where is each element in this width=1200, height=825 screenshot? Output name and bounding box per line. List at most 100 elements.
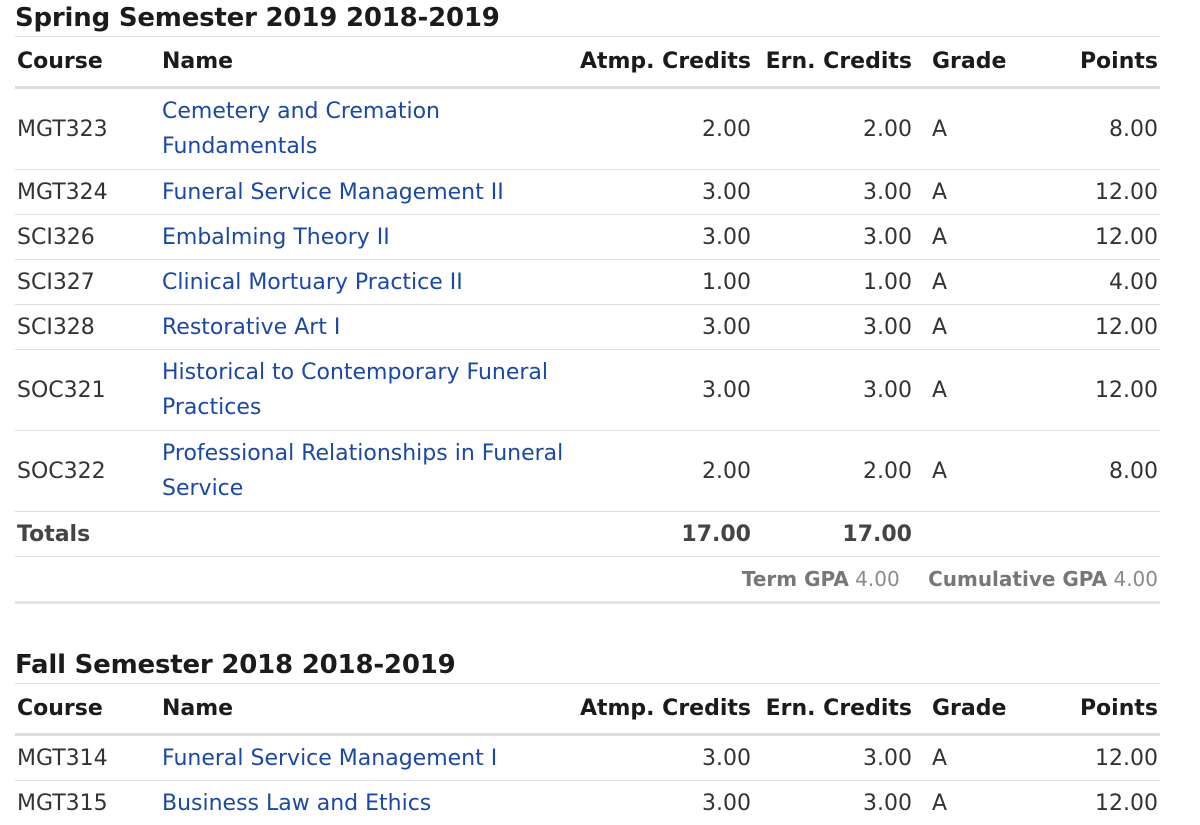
cumulative-gpa: Cumulative GPA 4.00 — [928, 567, 1158, 591]
table-row: MGT324 Funeral Service Management II 3.0… — [15, 170, 1160, 215]
grade: A — [914, 735, 1009, 781]
atmp-credits: 3.00 — [575, 305, 753, 350]
column-header-course: Course — [15, 684, 160, 735]
course-code: SOC322 — [15, 431, 160, 512]
term-gpa-value: 4.00 — [855, 567, 900, 591]
points: 12.00 — [1009, 305, 1160, 350]
course-name-cell: Funeral Service Management I — [160, 735, 575, 781]
grade: A — [914, 88, 1009, 170]
term-title: Fall Semester 2018 2018-2019 — [15, 647, 1160, 684]
course-code: SCI328 — [15, 305, 160, 350]
totals-empty — [160, 512, 575, 557]
table-row: SCI328 Restorative Art I 3.00 3.00 A 12.… — [15, 305, 1160, 350]
column-header-points: Points — [1009, 684, 1160, 735]
course-name-link[interactable]: Funeral Service Management I — [162, 746, 497, 771]
atmp-credits: 3.00 — [575, 215, 753, 260]
column-header-ern-credits: Ern. Credits — [753, 37, 914, 88]
ern-credits: 3.00 — [753, 735, 914, 781]
totals-empty — [914, 512, 1009, 557]
points: 12.00 — [1009, 170, 1160, 215]
cumulative-gpa-label: Cumulative GPA — [928, 567, 1107, 591]
atmp-credits: 3.00 — [575, 735, 753, 781]
ern-credits: 3.00 — [753, 350, 914, 431]
course-code: MGT315 — [15, 781, 160, 825]
course-name-link[interactable]: Embalming Theory II — [162, 225, 390, 250]
gpa-summary: Term GPA 4.00 Cumulative GPA 4.00 — [15, 557, 1160, 603]
course-name-link[interactable]: Professional Relationships in Funeral Se… — [162, 441, 563, 501]
course-name-link[interactable]: Restorative Art I — [162, 315, 340, 340]
course-name-cell: Cemetery and Cremation Fundamentals — [160, 88, 575, 170]
term-section-fall-2018: Fall Semester 2018 2018-2019 Course Name… — [15, 647, 1160, 825]
points: 8.00 — [1009, 88, 1160, 170]
grade: A — [914, 781, 1009, 825]
course-code: SCI326 — [15, 215, 160, 260]
ern-credits: 3.00 — [753, 170, 914, 215]
table-row: SOC321 Historical to Contemporary Funera… — [15, 350, 1160, 431]
cumulative-gpa-value: 4.00 — [1113, 567, 1158, 591]
course-name-cell: Historical to Contemporary Funeral Pract… — [160, 350, 575, 431]
term-gpa: Term GPA 4.00 — [742, 567, 900, 591]
totals-label: Totals — [15, 512, 160, 557]
course-name-cell: Business Law and Ethics — [160, 781, 575, 825]
course-code: SCI327 — [15, 260, 160, 305]
total-atmp-credits: 17.00 — [575, 512, 753, 557]
column-header-course: Course — [15, 37, 160, 88]
table-row: SCI327 Clinical Mortuary Practice II 1.0… — [15, 260, 1160, 305]
points: 12.00 — [1009, 781, 1160, 825]
column-header-grade: Grade — [914, 37, 1009, 88]
grade: A — [914, 260, 1009, 305]
course-name-cell: Funeral Service Management II — [160, 170, 575, 215]
column-header-ern-credits: Ern. Credits — [753, 684, 914, 735]
column-header-name: Name — [160, 37, 575, 88]
course-code: SOC321 — [15, 350, 160, 431]
grade: A — [914, 305, 1009, 350]
ern-credits: 2.00 — [753, 88, 914, 170]
totals-row: Totals 17.00 17.00 — [15, 512, 1160, 557]
term-section-spring-2019: Spring Semester 2019 2018-2019 Course Na… — [15, 0, 1160, 604]
points: 4.00 — [1009, 260, 1160, 305]
atmp-credits: 3.00 — [575, 170, 753, 215]
grade: A — [914, 215, 1009, 260]
course-name-cell: Clinical Mortuary Practice II — [160, 260, 575, 305]
course-name-cell: Restorative Art I — [160, 305, 575, 350]
atmp-credits: 2.00 — [575, 88, 753, 170]
course-name-link[interactable]: Business Law and Ethics — [162, 791, 431, 816]
ern-credits: 2.00 — [753, 431, 914, 512]
table-row: MGT314 Funeral Service Management I 3.00… — [15, 735, 1160, 781]
total-ern-credits: 17.00 — [753, 512, 914, 557]
course-name-cell: Embalming Theory II — [160, 215, 575, 260]
atmp-credits: 3.00 — [575, 350, 753, 431]
column-header-grade: Grade — [914, 684, 1009, 735]
table-header-row: Course Name Atmp. Credits Ern. Credits G… — [15, 37, 1160, 88]
ern-credits: 3.00 — [753, 781, 914, 825]
table-row: MGT315 Business Law and Ethics 3.00 3.00… — [15, 781, 1160, 825]
table-row: SCI326 Embalming Theory II 3.00 3.00 A 1… — [15, 215, 1160, 260]
gpa-row: Term GPA 4.00 Cumulative GPA 4.00 — [15, 557, 1160, 603]
ern-credits: 3.00 — [753, 305, 914, 350]
column-header-name: Name — [160, 684, 575, 735]
ern-credits: 3.00 — [753, 215, 914, 260]
course-code: MGT324 — [15, 170, 160, 215]
totals-empty — [1009, 512, 1160, 557]
grade: A — [914, 170, 1009, 215]
course-name-link[interactable]: Cemetery and Cremation Fundamentals — [162, 99, 440, 159]
column-header-atmp-credits: Atmp. Credits — [575, 684, 753, 735]
course-code: MGT323 — [15, 88, 160, 170]
course-name-cell: Professional Relationships in Funeral Se… — [160, 431, 575, 512]
atmp-credits: 3.00 — [575, 781, 753, 825]
points: 12.00 — [1009, 215, 1160, 260]
course-name-link[interactable]: Clinical Mortuary Practice II — [162, 270, 463, 295]
points: 12.00 — [1009, 735, 1160, 781]
column-header-atmp-credits: Atmp. Credits — [575, 37, 753, 88]
term-gpa-label: Term GPA — [742, 567, 849, 591]
course-name-link[interactable]: Funeral Service Management II — [162, 180, 504, 205]
points: 8.00 — [1009, 431, 1160, 512]
table-row: SOC322 Professional Relationships in Fun… — [15, 431, 1160, 512]
atmp-credits: 2.00 — [575, 431, 753, 512]
transcript-page: Spring Semester 2019 2018-2019 Course Na… — [0, 0, 1200, 799]
grade: A — [914, 431, 1009, 512]
table-header-row: Course Name Atmp. Credits Ern. Credits G… — [15, 684, 1160, 735]
term-title: Spring Semester 2019 2018-2019 — [15, 0, 1160, 37]
course-table: Course Name Atmp. Credits Ern. Credits G… — [15, 37, 1160, 604]
course-name-link[interactable]: Historical to Contemporary Funeral Pract… — [162, 360, 548, 420]
